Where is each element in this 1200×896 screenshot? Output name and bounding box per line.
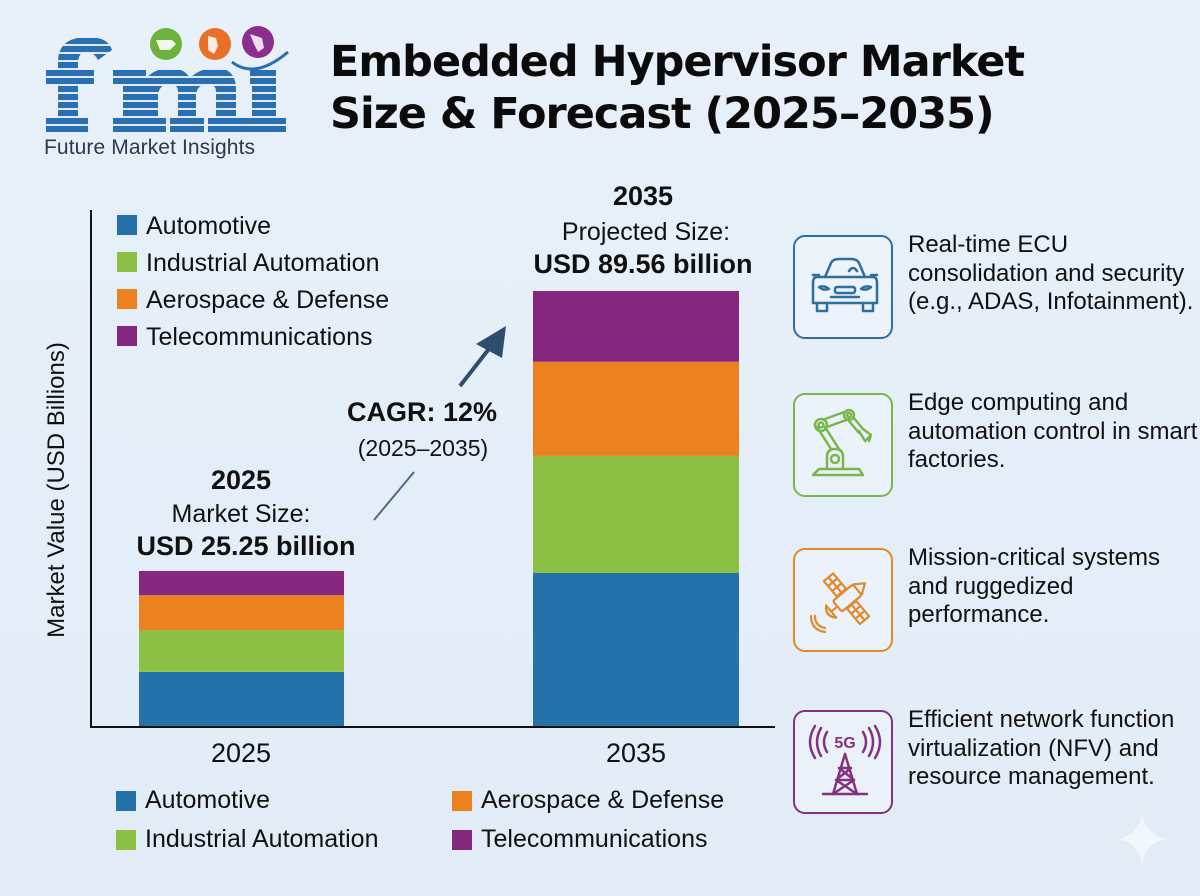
legend-bottom-swatch	[452, 829, 472, 850]
cagr-label: CAGR: 12%	[347, 397, 497, 427]
annotation-2035-year: 2035	[613, 181, 673, 211]
stacked-bar-chart: Market Value (USD Billions) Automotive I…	[43, 181, 775, 728]
legend-swatch-automotive	[117, 215, 137, 235]
card-text: Real-time ECU consolidation and security…	[908, 231, 1194, 315]
logo-swoosh	[231, 50, 289, 71]
legend-swatch-telecom	[117, 326, 137, 346]
card-icon-frame	[793, 235, 893, 339]
card-icon-frame: 5G	[793, 710, 893, 814]
annotation-2025-value: USD 25.25 billion	[136, 531, 355, 561]
bar-segment-2035-aerospace-defense	[533, 361, 739, 456]
cagr-arrow-tail	[373, 471, 415, 521]
legend-bottom-industrial: Industrial Automation	[116, 825, 378, 854]
x-tick-label-2025: 2025	[210, 738, 272, 768]
card-text: Mission-critical systems and ruggedized …	[908, 544, 1161, 628]
card-icon-frame	[793, 393, 893, 497]
legend-label-industrial: Industrial Automation	[146, 249, 379, 277]
page-title: Embedded Hypervisor Market Size & Foreca…	[330, 36, 1025, 140]
fmi-logo	[46, 26, 289, 132]
cagr-arrow-shaft	[458, 343, 494, 388]
cagr-period: (2025–2035)	[358, 435, 488, 461]
annotation-2025-year: 2025	[211, 465, 271, 495]
logo-letter-f	[46, 37, 112, 132]
legend-bottom-telecom: Telecommunications	[452, 825, 708, 854]
legend-bottom-label: Automotive	[145, 786, 271, 814]
title-line-1: Embedded Hypervisor Market	[330, 37, 1025, 87]
5g-tower-icon: 5G	[808, 724, 882, 796]
segment-card-automotive: Real-time ECU consolidation and security…	[793, 231, 1193, 345]
y-axis-label: Market Value (USD Billions)	[43, 342, 70, 638]
robot-arm-icon	[811, 408, 873, 477]
legend-bottom-label: Industrial Automation	[145, 825, 379, 853]
satellite-icon	[809, 572, 871, 634]
legend-bottom-aerospace: Aerospace & Defense	[452, 786, 724, 815]
bar-segment-2025-aerospace-defense	[139, 595, 344, 631]
legend-swatch-aerospace	[117, 289, 137, 309]
bar-segment-2025-industrial-automation	[139, 630, 344, 672]
legend-bottom-label: Telecommunications	[481, 825, 708, 853]
brand-name: Future Market Insights	[44, 136, 256, 159]
legend-bottom-label: Aerospace & Defense	[481, 786, 725, 814]
x-tick-label-2035: 2035	[605, 738, 667, 768]
bar-segment-2035-automotive	[533, 573, 739, 726]
title-line-2: Size & Forecast (2025–2035)	[330, 89, 995, 139]
legend-bottom-automotive: Automotive	[116, 786, 270, 815]
sparkle-icon	[1118, 813, 1166, 865]
legend-top: Automotive Industrial Automation Aerospa…	[117, 212, 389, 351]
segment-card-telecom: 5G Efficient network function virtualiza…	[793, 706, 1193, 820]
card-icon-frame	[793, 548, 893, 652]
legend-label-aerospace: Aerospace & Defense	[146, 286, 389, 314]
legend-bottom-swatch	[116, 790, 136, 811]
legend-bottom-swatch	[452, 790, 472, 811]
segment-card-industrial: Edge computing and automation control in…	[793, 389, 1197, 503]
car-icon	[811, 257, 879, 313]
logo-letter-m	[113, 68, 246, 132]
legend-bottom-swatch	[116, 829, 136, 850]
bar-segment-2025-telecommunications	[139, 571, 344, 596]
5g-label: 5G	[834, 735, 855, 752]
card-text: Edge computing and automation control in…	[908, 389, 1198, 473]
cagr-arrow-head	[476, 326, 506, 358]
legend-label-telecom: Telecommunications	[146, 323, 373, 351]
segment-card-aerospace: Mission-critical systems and ruggedized …	[793, 544, 1193, 658]
bars	[139, 291, 739, 726]
bar-segment-2035-industrial-automation	[533, 455, 739, 573]
card-text: Efficient network function virtualizatio…	[908, 706, 1175, 790]
annotation-2035-value: USD 89.56 billion	[533, 249, 752, 279]
annotation-2025-label: Market Size:	[172, 500, 311, 528]
bar-segment-2025-automotive	[139, 672, 344, 726]
legend-label-automotive: Automotive	[146, 212, 271, 240]
annotation-2035-label: Projected Size:	[562, 218, 730, 246]
bar-segment-2035-telecommunications	[533, 291, 739, 362]
logo-letter-i	[242, 70, 286, 132]
legend-swatch-industrial	[117, 252, 137, 272]
